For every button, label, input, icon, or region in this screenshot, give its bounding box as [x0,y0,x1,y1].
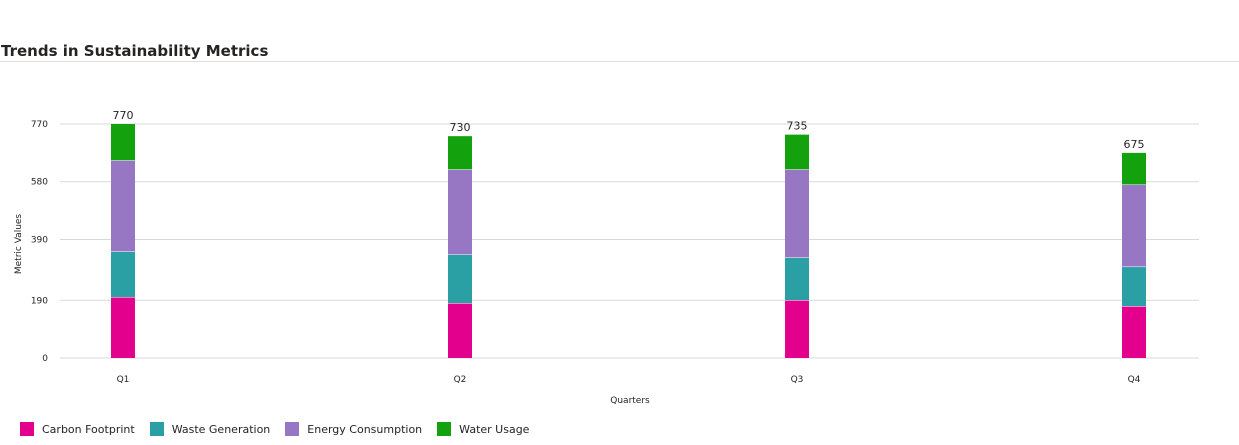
bar-segment [448,254,472,304]
legend-swatch [285,422,300,436]
legend-swatch [149,422,164,436]
bar-segment [1122,152,1146,185]
y-tick-label: 390 [31,235,48,245]
bar-segment [785,257,809,301]
bar-segment [1122,266,1146,307]
bar-segment [785,169,809,258]
bar-segment [448,136,472,170]
bar-segment [1122,306,1146,358]
legend-label: Carbon Footprint [42,422,135,436]
y-tick-label: 0 [42,354,48,364]
legend-item[interactable]: Water Usage [437,422,529,436]
chart-header: Trends in Sustainability Metrics [0,0,1239,62]
data-label-total: 675 [1124,138,1145,151]
x-axis-title: Quarters [610,396,650,406]
x-tick-label: Q4 [1128,375,1141,385]
data-label-total: 730 [450,121,471,134]
legend-label: Water Usage [459,422,530,436]
bar-segment [785,134,809,170]
x-tick-label: Q2 [454,375,467,385]
y-tick-label: 190 [31,296,48,306]
legend-swatch [437,422,452,436]
legend-item[interactable]: Waste Generation [149,422,271,436]
bar-segment [448,303,472,358]
legend-label: Waste Generation [171,422,271,436]
legend-item[interactable]: Energy Consumption [285,422,422,436]
bar-segment [785,300,809,358]
bar-segment [448,169,472,255]
bar-segment [1122,184,1146,267]
x-tick-label: Q3 [791,375,804,385]
bar-segment [111,124,135,161]
bar-segment [111,251,135,298]
bar-segment [111,297,135,358]
chart-title: Trends in Sustainability Metrics [1,42,269,60]
legend: Carbon Footprint Waste Generation Energy C… [20,420,544,438]
legend-swatch [20,422,34,436]
bar-segment [111,160,135,252]
data-label-total: 770 [113,109,134,122]
y-axis-title: Metric Values [14,213,24,275]
y-tick-label: 580 [31,178,48,188]
data-label-total: 735 [787,120,808,133]
legend-item[interactable]: Carbon Footprint [20,422,135,436]
legend-label: Energy Consumption [307,422,423,436]
y-tick-label: 770 [31,120,48,130]
x-tick-label: Q1 [117,375,130,385]
